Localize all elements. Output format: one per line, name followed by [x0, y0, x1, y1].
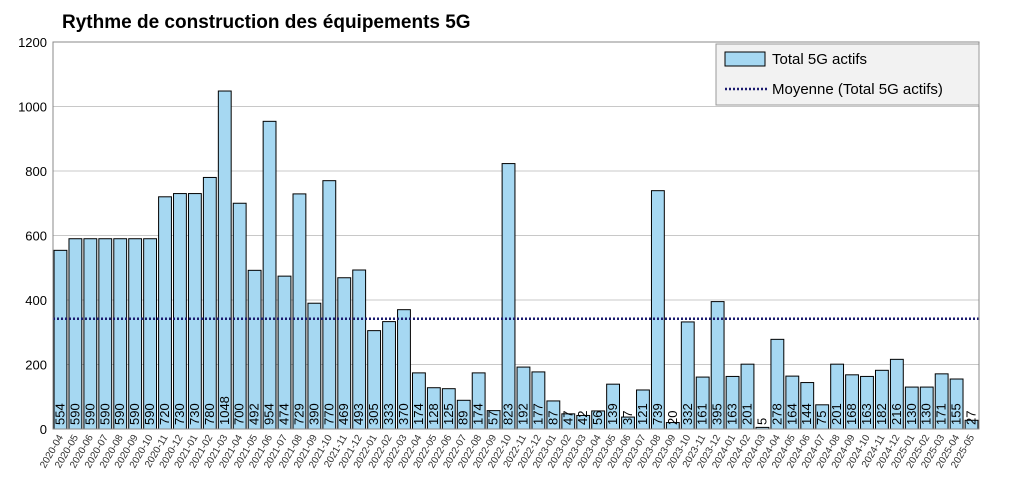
bar-value-label: 47 — [560, 411, 575, 425]
bar-value-label: 130 — [919, 403, 934, 425]
chart-title: Rythme de construction des équipements 5… — [62, 12, 471, 33]
bar-value-label: 161 — [695, 403, 710, 425]
bar-value-label: 37 — [620, 411, 635, 425]
bar-value-label: 174 — [411, 403, 426, 425]
bar-value-label: 590 — [67, 403, 82, 425]
bar — [202, 176, 217, 430]
bar-value-label: 720 — [157, 403, 172, 425]
bar-value-label: 590 — [82, 403, 97, 425]
bar-value-label: 730 — [172, 403, 187, 425]
bar — [501, 163, 516, 430]
bar-value-label: 333 — [381, 403, 396, 425]
bar-value-label: 177 — [530, 403, 545, 425]
y-tick-label: 1000 — [18, 100, 47, 115]
legend-bar-swatch — [724, 51, 766, 67]
bar-value-label: 590 — [142, 403, 157, 425]
bar — [98, 238, 113, 430]
bar-value-label: 729 — [291, 403, 306, 425]
bar-value-label: 5 — [754, 418, 769, 425]
legend-label-average: Moyenne (Total 5G actifs) — [772, 81, 943, 98]
bar-value-label: 780 — [202, 403, 217, 425]
bar-value-label: 128 — [426, 403, 441, 425]
bar-value-label: 954 — [262, 403, 277, 425]
data-labels: 554 590 590 590 590 590 590 720 730 730 780 1048 700… — [52, 396, 978, 425]
bar — [650, 190, 665, 430]
y-tick-label: 800 — [25, 164, 47, 179]
bar-value-label: 42 — [575, 411, 590, 425]
bar-value-label: 554 — [52, 403, 67, 425]
bar-value-label: 201 — [829, 403, 844, 425]
bar-value-label: 168 — [844, 403, 859, 425]
bar-value-label: 278 — [769, 403, 784, 425]
bar-value-label: 192 — [515, 403, 530, 425]
bar-value-label: 474 — [277, 403, 292, 425]
bar-value-label: 770 — [321, 403, 336, 425]
bar-value-label: 590 — [97, 403, 112, 425]
bar-value-label: 370 — [396, 403, 411, 425]
bar — [217, 90, 232, 430]
bar-value-label: 730 — [187, 403, 202, 425]
bar — [187, 193, 202, 430]
plot-frame — [52, 41, 980, 430]
bar — [292, 193, 307, 430]
bar-value-label: 493 — [351, 403, 366, 425]
bar — [173, 193, 187, 430]
y-axis-ticks: 0 200 400 600 800 1000 1200 — [18, 35, 47, 437]
bar — [68, 238, 83, 430]
y-tick-label: 600 — [25, 229, 47, 244]
bar-value-label: 332 — [680, 403, 695, 425]
bar — [322, 180, 337, 430]
bar-value-label: 1048 — [217, 396, 232, 425]
bar — [262, 120, 277, 430]
legend: Total 5G actifs Moyenne (Total 5G actifs… — [715, 43, 980, 106]
bar-value-label: 390 — [306, 403, 321, 425]
y-tick-label: 200 — [25, 358, 47, 373]
bar-value-label: 56 — [590, 411, 605, 425]
bar-value-label: 216 — [889, 403, 904, 425]
bar-value-label: 139 — [605, 403, 620, 425]
bar-value-label: 823 — [501, 403, 516, 425]
bar-value-label: 739 — [650, 403, 665, 425]
bar-value-label: 163 — [859, 403, 874, 425]
bar — [143, 238, 158, 430]
bar-value-label: 121 — [635, 403, 650, 425]
bar-value-label: 305 — [366, 403, 381, 425]
bar — [113, 238, 128, 430]
bar-value-label: 144 — [799, 403, 814, 425]
y-tick-label: 1200 — [18, 35, 47, 50]
bar-value-label: 155 — [949, 403, 964, 425]
bar-value-label: 395 — [710, 403, 725, 425]
bar-value-label: 590 — [127, 403, 142, 425]
bar-value-label: 171 — [934, 403, 949, 425]
bar-value-label: 163 — [725, 403, 740, 425]
bar — [53, 249, 68, 430]
bar-value-label: 89 — [456, 411, 471, 425]
bar-value-label: 125 — [441, 403, 456, 425]
bar — [83, 238, 98, 430]
bar-value-label: 700 — [232, 403, 247, 425]
bar-value-label: 130 — [904, 403, 919, 425]
bar — [232, 202, 247, 430]
x-axis-ticks: 2020-042020-052020-062020-072020-082020-… — [38, 433, 977, 471]
y-tick-label: 0 — [40, 422, 47, 437]
y-tick-label: 400 — [25, 293, 47, 308]
bar-value-label: 174 — [471, 403, 486, 425]
bar-value-label: 182 — [874, 403, 889, 425]
bar-value-label: 57 — [486, 411, 501, 425]
bar-value-label: 27 — [964, 411, 979, 425]
bar-value-label: 469 — [336, 403, 351, 425]
bar-value-label: 87 — [545, 411, 560, 425]
bar-value-label: 164 — [784, 403, 799, 425]
bar — [158, 196, 172, 430]
bars — [53, 90, 979, 430]
bar-value-label: 590 — [112, 403, 127, 425]
bar-value-label: 20 — [665, 411, 680, 425]
bar — [128, 238, 143, 430]
legend-label-total: Total 5G actifs — [772, 51, 867, 68]
bar-value-label: 492 — [247, 403, 262, 425]
bar-value-label: 75 — [814, 411, 829, 425]
bar-value-label: 201 — [740, 403, 755, 425]
